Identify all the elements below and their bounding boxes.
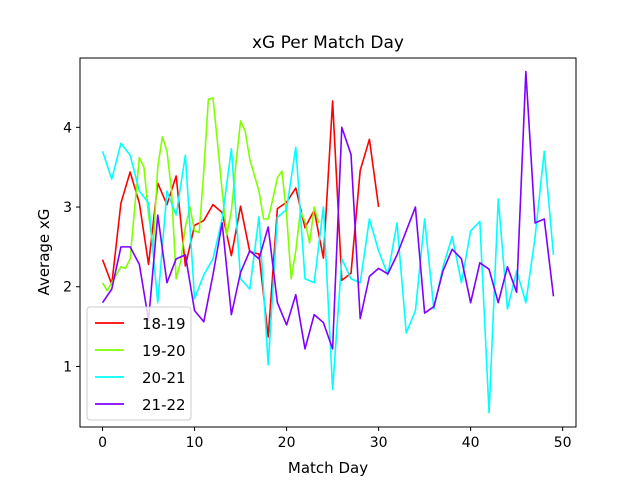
legend-label: 20-21 bbox=[142, 369, 186, 387]
y-tick-label: 1 bbox=[63, 359, 72, 375]
series-line-19-20 bbox=[101, 97, 320, 292]
legend-box bbox=[86, 306, 192, 421]
x-tick-label: 0 bbox=[98, 435, 107, 451]
legend-label: 19-20 bbox=[142, 342, 186, 360]
x-tick-label: 10 bbox=[186, 435, 204, 451]
legend-label: 18-19 bbox=[142, 315, 186, 333]
x-tick-label: 30 bbox=[370, 435, 388, 451]
x-tick-label: 50 bbox=[554, 435, 572, 451]
x-axis-label: Match Day bbox=[288, 459, 368, 477]
legend: 18-19 19-20 20-21 21-22 bbox=[86, 306, 192, 421]
plot-frame bbox=[79, 57, 577, 428]
legend-label: 21-22 bbox=[142, 396, 186, 414]
x-tick-label: 40 bbox=[462, 435, 480, 451]
series-line-18-19 bbox=[101, 100, 380, 338]
ticks-group: 0 10 20 30 40 50 1 2 3 4 bbox=[63, 120, 571, 451]
series-line-20-21 bbox=[101, 142, 555, 414]
series-line-21-22 bbox=[101, 70, 555, 350]
chart-title: xG Per Match Day bbox=[252, 33, 404, 53]
y-tick-label: 3 bbox=[63, 200, 72, 216]
y-axis-label: Average xG bbox=[35, 209, 53, 296]
y-tick-label: 2 bbox=[63, 280, 72, 296]
x-tick-label: 20 bbox=[278, 435, 296, 451]
y-tick-label: 4 bbox=[63, 120, 72, 136]
series-group bbox=[101, 70, 555, 414]
